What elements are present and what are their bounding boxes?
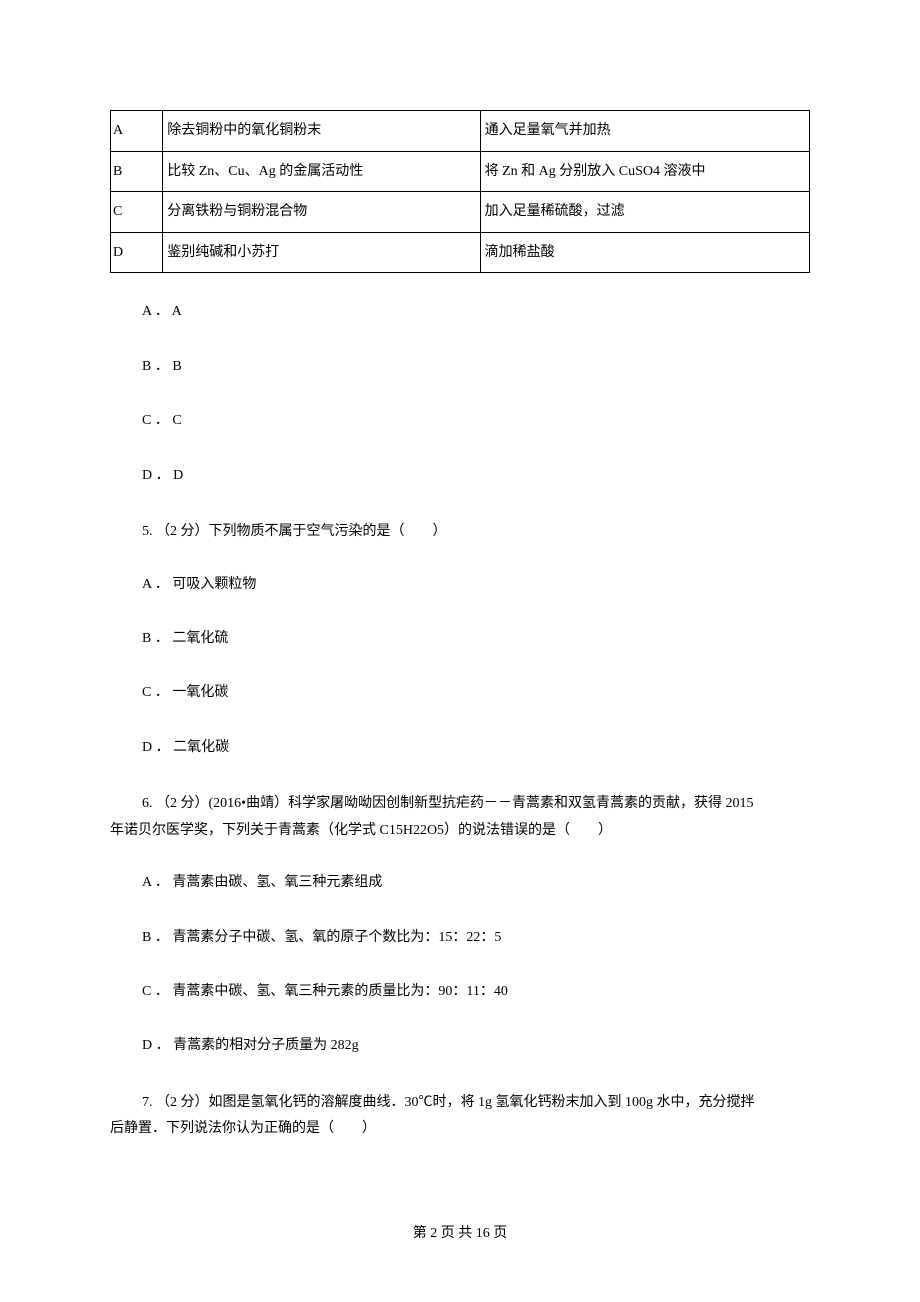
q5-stem: 5. （2 分）下列物质不属于空气污染的是（ ）: [110, 519, 810, 546]
page-footer: 第 2 页 共 16 页: [0, 1222, 920, 1242]
q7-stem: 7. （2 分）如图是氢氧化钙的溶解度曲线．30℃时，将 1g 氢氧化钙粉末加入…: [110, 1090, 810, 1143]
row-desc: 除去铜粉中的氧化铜粉末: [163, 111, 480, 152]
option-d: D ． D: [110, 465, 810, 487]
q5-option-a: A ． 可吸入颗粒物: [110, 574, 810, 596]
row-label: D: [111, 232, 163, 273]
q6-stem-line2: 年诺贝尔医学奖，下列关于青蒿素（化学式 C15H22O5）的说法错误的是（ ）: [110, 818, 810, 845]
q6-option-d: D ． 青蒿素的相对分子质量为 282g: [110, 1035, 810, 1057]
option-a: A ． A: [110, 301, 810, 323]
row-method: 将 Zn 和 Ag 分别放入 CuSO4 溶液中: [480, 151, 809, 192]
q6-stem: 6. （2 分）(2016•曲靖）科学家屠呦呦因创制新型抗疟药－－青蒿素和双氢青…: [110, 791, 810, 844]
q5-option-b: B ． 二氧化硫: [110, 628, 810, 650]
table-row: A 除去铜粉中的氧化铜粉末 通入足量氧气并加热: [111, 111, 810, 152]
row-label: A: [111, 111, 163, 152]
table-row: D 鉴别纯碱和小苏打 滴加稀盐酸: [111, 232, 810, 273]
row-label: B: [111, 151, 163, 192]
q5-option-c: C ． 一氧化碳: [110, 682, 810, 704]
table-row: C 分离铁粉与铜粉混合物 加入足量稀硫酸，过滤: [111, 192, 810, 233]
q7-stem-line2: 后静置．下列说法你认为正确的是（ ）: [110, 1116, 810, 1143]
q6-option-b: B ． 青蒿素分子中碳、氢、氧的原子个数比为：15：22：5: [110, 927, 810, 949]
row-desc: 分离铁粉与铜粉混合物: [163, 192, 480, 233]
q6-stem-line1: 6. （2 分）(2016•曲靖）科学家屠呦呦因创制新型抗疟药－－青蒿素和双氢青…: [110, 791, 810, 818]
q6-option-c: C ． 青蒿素中碳、氢、氧三种元素的质量比为：90：11：40: [110, 981, 810, 1003]
row-method: 滴加稀盐酸: [480, 232, 809, 273]
row-desc: 鉴别纯碱和小苏打: [163, 232, 480, 273]
row-method: 加入足量稀硫酸，过滤: [480, 192, 809, 233]
row-label: C: [111, 192, 163, 233]
row-desc: 比较 Zn、Cu、Ag 的金属活动性: [163, 151, 480, 192]
q7-stem-line1: 7. （2 分）如图是氢氧化钙的溶解度曲线．30℃时，将 1g 氢氧化钙粉末加入…: [110, 1090, 810, 1117]
options-table: A 除去铜粉中的氧化铜粉末 通入足量氧气并加热 B 比较 Zn、Cu、Ag 的金…: [110, 110, 810, 273]
option-c: C ． C: [110, 410, 810, 432]
table-row: B 比较 Zn、Cu、Ag 的金属活动性 将 Zn 和 Ag 分别放入 CuSO…: [111, 151, 810, 192]
option-b: B ． B: [110, 356, 810, 378]
q5-option-d: D ． 二氧化碳: [110, 737, 810, 759]
q6-option-a: A ． 青蒿素由碳、氢、氧三种元素组成: [110, 872, 810, 894]
row-method: 通入足量氧气并加热: [480, 111, 809, 152]
